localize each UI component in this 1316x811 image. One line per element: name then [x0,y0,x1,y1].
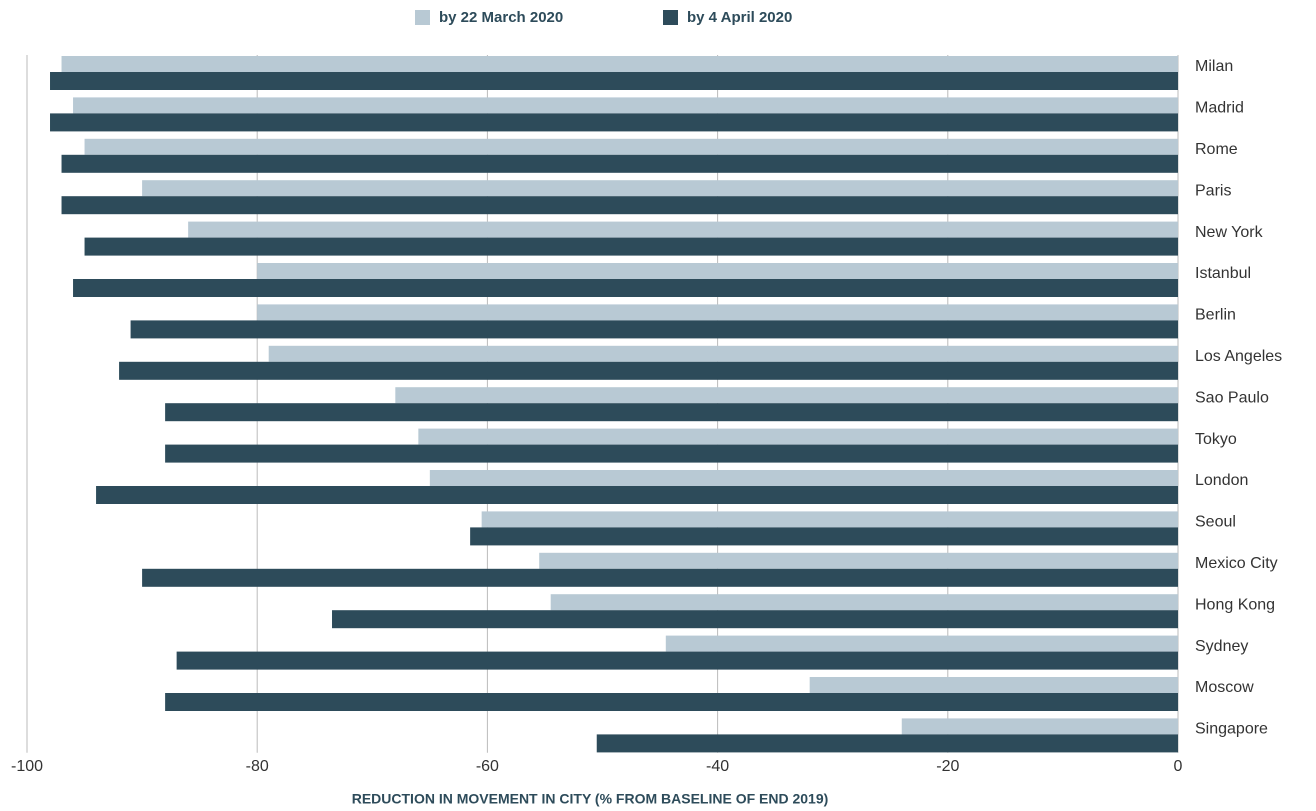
bar [73,97,1178,114]
bar [96,486,1178,504]
y-tick-label: New York [1195,224,1264,241]
bar [596,734,1178,753]
bar [50,72,1178,90]
bar [61,154,1178,173]
y-tick-label: Mexico City [1195,555,1278,572]
bar [481,511,1178,528]
x-tick-label: -80 [246,758,269,775]
x-tick-label: -100 [11,758,43,775]
y-tick-label: London [1195,472,1248,489]
bar [73,279,1178,297]
bar [142,180,1179,197]
legend-swatch [663,10,678,25]
x-tick-label: -20 [936,758,959,775]
x-tick-label: -60 [476,758,499,775]
bar [395,387,1178,404]
y-tick-label: Rome [1195,141,1238,158]
bar [165,403,1178,422]
bar [470,527,1178,546]
y-tick-label: Seoul [1195,514,1236,531]
y-tick-label: Sao Paulo [1195,389,1269,406]
bar [84,237,1178,256]
bar [257,263,1178,279]
bar [539,552,1178,569]
x-axis-title: REDUCTION IN MOVEMENT IN CITY (% FROM BA… [352,791,829,807]
bar [176,651,1178,670]
bar [257,304,1178,321]
x-tick-label: 0 [1174,758,1183,775]
x-tick-label: -40 [706,758,729,775]
bar [119,361,1179,380]
bar [665,635,1178,652]
bar [61,56,1178,72]
y-tick-label: Sydney [1195,638,1248,655]
legend-text: by 22 March 2020 [439,9,563,26]
bar [429,470,1179,486]
y-tick-label: Madrid [1195,100,1244,117]
bar [418,428,1179,445]
bar [84,138,1178,155]
y-tick-label: Paris [1195,182,1231,199]
bar [332,610,1178,629]
bar [165,444,1178,463]
bar [809,677,1178,693]
y-tick-label: Moscow [1195,679,1254,696]
y-tick-label: Berlin [1195,307,1236,324]
bar [130,320,1179,339]
legend-text: by 4 April 2020 [687,9,792,26]
bar [268,345,1179,362]
legend-swatch [415,10,430,25]
bar [165,693,1178,711]
y-tick-label: Singapore [1195,721,1268,738]
y-tick-label: Milan [1195,58,1233,75]
bar [50,113,1178,132]
bar [188,221,1178,238]
y-tick-label: Tokyo [1195,431,1237,448]
y-tick-label: Hong Kong [1195,596,1275,613]
bar [61,196,1178,215]
bar [550,594,1178,611]
y-tick-label: Los Angeles [1195,348,1282,365]
bar [901,718,1178,735]
bar [142,568,1179,587]
y-tick-label: Istanbul [1195,265,1251,282]
